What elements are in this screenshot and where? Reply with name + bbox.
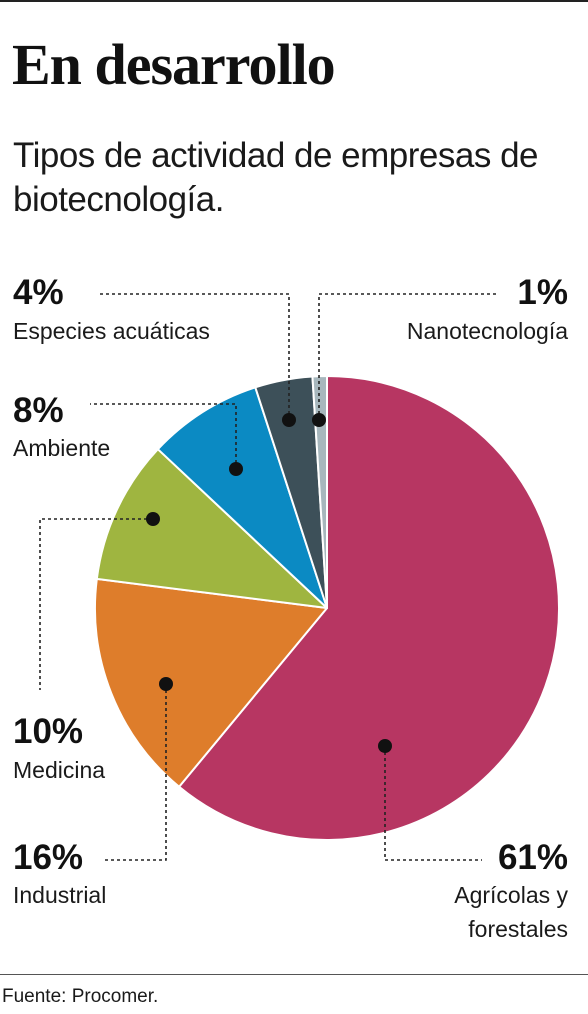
top-rule bbox=[0, 0, 588, 2]
chart-title: En desarrollo bbox=[12, 32, 336, 97]
source-note: Fuente: Procomer. bbox=[2, 986, 159, 1007]
pie-slice-industrial bbox=[94, 577, 328, 788]
leader-dot-especies-acuaticas bbox=[282, 413, 296, 427]
slice-category-label-agricolas-line-2: forestales bbox=[468, 916, 568, 942]
chart-subtitle: Tipos de actividad de empresas de biotec… bbox=[13, 136, 539, 219]
slice-value-label-nanotecnologia: 1% bbox=[517, 273, 568, 312]
leader-dot-ambiente bbox=[229, 462, 243, 476]
slice-value-label-medicina: 10% bbox=[13, 712, 84, 751]
pie-slice-medicina bbox=[95, 448, 328, 609]
leader-line-industrial bbox=[104, 684, 167, 861]
slice-category-label-ambiente: Ambiente bbox=[13, 435, 111, 461]
slice-category-label-nanotecnologia: Nanotecnología bbox=[406, 318, 568, 344]
leader-dot-medicina bbox=[146, 512, 160, 526]
leader-line-agricolas bbox=[384, 746, 482, 861]
leader-line-nanotecnologia bbox=[318, 293, 497, 420]
bottom-rule bbox=[0, 974, 588, 975]
leader-dot-nanotecnologia bbox=[312, 413, 326, 427]
slice-category-label-agricolas: Agrícolas y forestales bbox=[454, 878, 568, 946]
pie-slice-ambiente bbox=[156, 386, 328, 609]
leader-dot-agricolas bbox=[378, 739, 392, 753]
slice-category-label-industrial: Industrial bbox=[13, 882, 107, 908]
slice-category-label-especies-acuaticas: Especies acuáticas bbox=[13, 318, 210, 344]
slice-value-label-ambiente: 8% bbox=[13, 391, 64, 430]
slice-category-label-agricolas-line-1: Agrícolas y bbox=[454, 882, 568, 908]
pie-slice-agricolas bbox=[178, 375, 560, 841]
leader-line-medicina bbox=[39, 518, 153, 690]
slice-category-label-medicina: Medicina bbox=[13, 757, 106, 783]
slice-value-label-industrial: 16% bbox=[13, 838, 84, 877]
slice-value-label-agricolas: 61% bbox=[497, 838, 568, 877]
slice-value-label-especies-acuaticas: 4% bbox=[13, 273, 64, 312]
leader-line-especies-acuaticas bbox=[97, 293, 290, 420]
leader-line-ambiente bbox=[90, 403, 237, 469]
leader-dot-industrial bbox=[159, 677, 173, 691]
